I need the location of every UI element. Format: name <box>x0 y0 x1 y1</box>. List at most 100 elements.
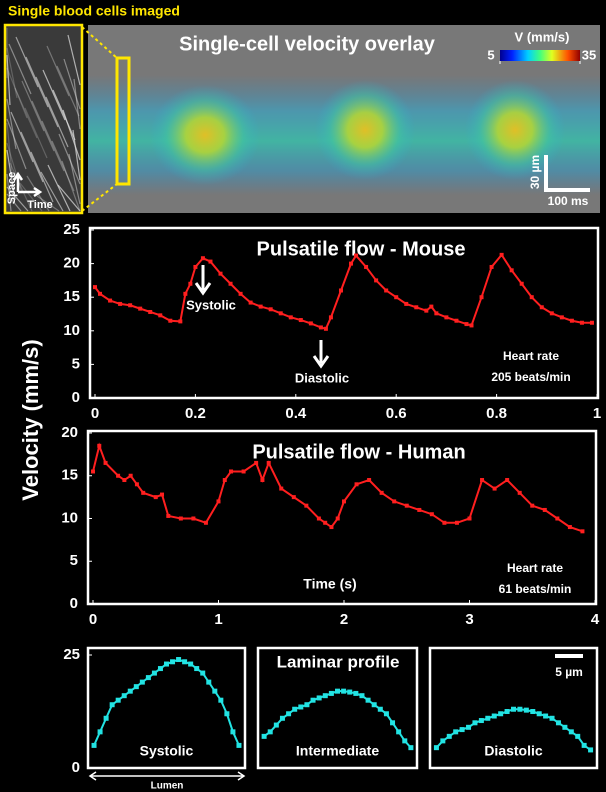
point <box>183 291 188 296</box>
point <box>492 486 497 491</box>
point <box>279 715 285 721</box>
chart-title: Laminar profile <box>277 652 400 671</box>
point <box>511 706 516 712</box>
legend-label: Systolic <box>140 743 194 759</box>
point <box>446 733 452 739</box>
point <box>480 478 485 483</box>
point <box>308 321 313 326</box>
point <box>323 520 328 525</box>
streak <box>24 107 48 159</box>
line <box>94 253 592 330</box>
legend-label: Diastolic <box>484 743 543 759</box>
point <box>498 711 504 717</box>
point <box>367 478 372 483</box>
point <box>589 320 594 325</box>
point <box>148 309 153 314</box>
point <box>286 711 292 717</box>
x-tick-label: 3 <box>465 611 473 628</box>
point <box>178 516 183 521</box>
point <box>178 319 183 324</box>
point <box>539 305 544 310</box>
scale-label: 30 µm <box>528 155 542 189</box>
point <box>459 727 465 733</box>
axes-arrows <box>12 171 43 198</box>
arrow <box>194 265 212 296</box>
point <box>238 291 243 296</box>
point <box>434 311 439 316</box>
point <box>222 478 227 483</box>
point <box>444 315 449 320</box>
point <box>228 281 233 286</box>
streak <box>51 140 75 192</box>
point <box>424 308 429 313</box>
point <box>414 305 419 310</box>
streak <box>52 89 76 141</box>
point <box>588 747 594 753</box>
note: Heart rate <box>503 349 559 363</box>
y-tick-label: 10 <box>61 509 78 526</box>
colorbar <box>500 50 580 61</box>
streak <box>61 160 81 212</box>
legend-label: Intermediate <box>296 743 379 759</box>
point <box>542 507 547 512</box>
point <box>328 690 334 696</box>
point <box>404 301 409 306</box>
point <box>188 661 194 667</box>
point <box>164 661 169 667</box>
point <box>530 503 535 508</box>
point <box>141 490 146 495</box>
point <box>166 513 171 518</box>
scale-label: 100 ms <box>548 194 589 208</box>
inset-label: Single blood cells imaged <box>8 3 180 19</box>
connector <box>81 183 118 212</box>
point <box>138 306 143 311</box>
y-axis-label: Velocity (mm/s) <box>18 339 43 500</box>
streak <box>19 182 43 212</box>
point <box>248 300 253 305</box>
point <box>543 713 549 719</box>
chart-title: Pulsatile flow - Human <box>252 441 465 463</box>
point <box>575 733 581 739</box>
point <box>509 268 514 273</box>
y-tick-label: 0 <box>72 389 80 406</box>
inset-axis-label: Space <box>6 172 18 204</box>
point <box>218 697 224 703</box>
point <box>273 722 279 728</box>
point <box>567 525 572 530</box>
point <box>260 478 265 483</box>
point <box>323 326 328 331</box>
point <box>580 529 585 534</box>
point <box>555 516 560 521</box>
point <box>390 720 396 726</box>
streak <box>6 142 23 194</box>
streak <box>6 149 16 201</box>
point <box>188 281 193 286</box>
lumen-arrow <box>88 771 246 781</box>
annotation: Systolic <box>186 297 236 312</box>
point <box>229 469 234 474</box>
point <box>134 482 139 487</box>
streak <box>40 171 64 212</box>
point <box>374 278 379 283</box>
point <box>258 304 263 309</box>
plot-frame <box>88 226 600 400</box>
point <box>261 733 267 739</box>
point <box>429 304 434 309</box>
point <box>267 729 273 735</box>
point <box>103 460 108 465</box>
note: 205 beats/min <box>491 370 570 384</box>
streak <box>47 164 71 212</box>
point <box>359 693 365 699</box>
point <box>318 325 323 330</box>
y-tick-label: 15 <box>61 467 78 484</box>
streak <box>35 76 59 128</box>
point <box>193 264 198 269</box>
point <box>329 525 334 530</box>
point <box>454 318 459 323</box>
point <box>216 499 221 504</box>
point <box>310 697 316 703</box>
point <box>466 724 472 730</box>
panel-frame <box>428 646 599 770</box>
point <box>505 478 510 483</box>
point <box>464 322 469 327</box>
